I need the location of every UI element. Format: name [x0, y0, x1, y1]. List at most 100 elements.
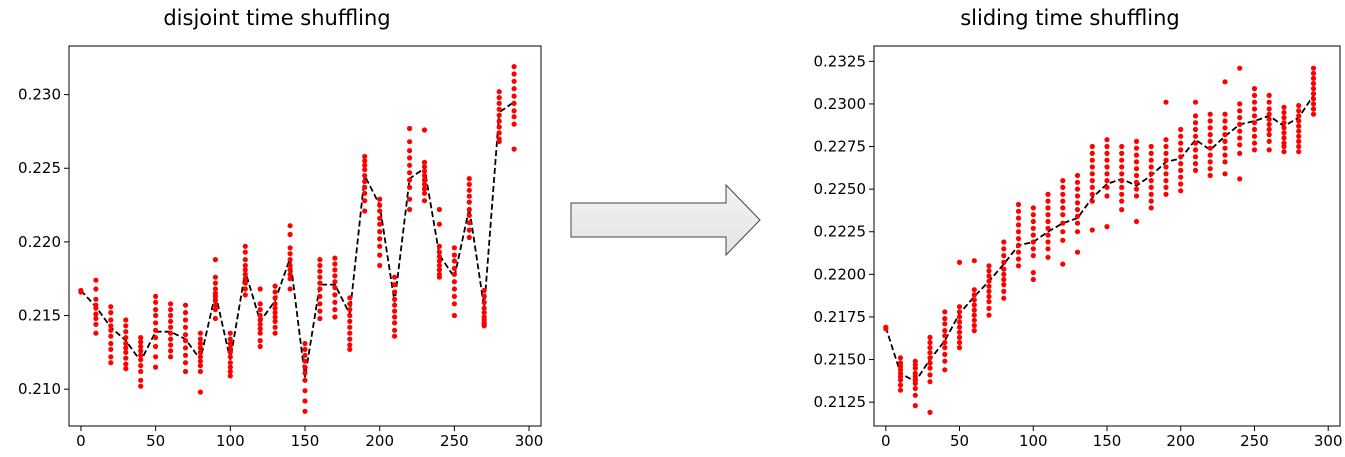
data-point: [392, 320, 398, 326]
x-tick-label: 300: [1314, 432, 1343, 450]
data-point: [1296, 108, 1302, 114]
data-point: [927, 365, 933, 371]
data-point: [272, 330, 278, 336]
data-point: [1104, 150, 1110, 156]
data-point: [1074, 207, 1081, 213]
data-point: [421, 186, 428, 192]
data-point: [1178, 140, 1184, 146]
data-point: [227, 364, 233, 370]
data-point: [212, 257, 218, 263]
x-tick-label: 50: [950, 432, 969, 450]
mean-line: [884, 94, 1315, 383]
data-point: [912, 403, 918, 409]
data-point: [1310, 111, 1317, 117]
x-tick-label: 300: [515, 432, 544, 450]
data-point: [927, 334, 933, 340]
x-tick-label: 0: [881, 432, 891, 450]
data-points: [78, 64, 517, 414]
data-point: [927, 339, 933, 346]
chart-title: disjoint time shuffling: [163, 6, 390, 30]
data-point: [182, 345, 189, 351]
data-point: [1163, 99, 1169, 105]
data-point: [481, 323, 487, 329]
data-point: [971, 328, 977, 334]
data-point: [1089, 184, 1095, 190]
data-point: [138, 352, 144, 358]
data-point: [421, 127, 428, 133]
data-point: [138, 383, 144, 389]
data-point: [317, 257, 323, 263]
data-point: [986, 268, 992, 274]
data-point: [1178, 154, 1184, 160]
data-point: [1266, 111, 1272, 117]
data-point: [1001, 282, 1007, 288]
data-point: [392, 289, 398, 295]
data-point: [317, 293, 323, 299]
data-point: [986, 305, 992, 311]
data-point: [1074, 193, 1081, 199]
data-point: [1119, 143, 1125, 150]
data-point: [466, 227, 472, 233]
data-point: [1104, 193, 1110, 199]
chart-title: sliding time shuffling: [960, 6, 1180, 30]
y-tick-label: 0.2225: [814, 223, 867, 241]
data-point: [1133, 218, 1140, 225]
data-point: [1089, 157, 1095, 163]
data-point: [168, 348, 174, 354]
data-point: [407, 148, 413, 154]
data-point: [927, 409, 933, 415]
data-point: [1237, 142, 1243, 148]
data-point: [212, 315, 218, 322]
data-points: [883, 65, 1317, 415]
data-point: [986, 299, 992, 305]
data-point: [287, 262, 293, 269]
data-point: [407, 139, 413, 145]
data-point: [1222, 138, 1228, 144]
data-point: [1192, 113, 1199, 119]
data-point: [377, 252, 383, 258]
data-point: [317, 315, 323, 322]
data-point: [227, 368, 233, 375]
data-point: [182, 332, 189, 338]
data-point: [912, 365, 918, 371]
data-point: [153, 335, 159, 341]
data-point: [1237, 115, 1243, 121]
data-point: [1089, 178, 1095, 184]
data-point: [1281, 135, 1287, 141]
data-point: [1148, 184, 1154, 190]
x-tick-label: 100: [1019, 432, 1048, 450]
data-point: [1207, 159, 1213, 165]
data-point: [1119, 178, 1125, 184]
data-point: [1045, 225, 1051, 231]
y-tick-label: 0.2125: [814, 393, 867, 411]
data-point: [1192, 154, 1199, 160]
data-point: [1178, 174, 1184, 180]
data-point: [272, 289, 278, 295]
data-point: [392, 327, 398, 333]
data-point: [123, 340, 129, 347]
data-point: [971, 297, 977, 303]
data-point: [1060, 198, 1066, 204]
data-point: [108, 304, 114, 310]
data-point: [108, 323, 114, 329]
data-point: [227, 354, 233, 360]
data-point: [362, 198, 368, 204]
data-point: [242, 249, 248, 255]
data-point: [1045, 218, 1051, 225]
data-point: [481, 310, 487, 316]
y-tick-label: 0.225: [18, 159, 61, 177]
data-point: [332, 292, 338, 298]
data-point: [242, 243, 248, 249]
data-point: [986, 288, 992, 294]
data-point: [971, 322, 977, 329]
data-point: [1119, 198, 1125, 204]
axis-ticks: 0 50 100 150 200 250 300 0.2125 0.2150 0.2175 0.22…: [814, 52, 1343, 450]
data-point: [1192, 147, 1199, 153]
data-point: [1001, 266, 1007, 272]
data-point: [317, 308, 323, 314]
data-point: [1104, 171, 1110, 177]
data-point: [421, 190, 428, 196]
data-point: [421, 181, 428, 187]
data-point: [1030, 239, 1036, 245]
data-point: [1104, 184, 1110, 190]
